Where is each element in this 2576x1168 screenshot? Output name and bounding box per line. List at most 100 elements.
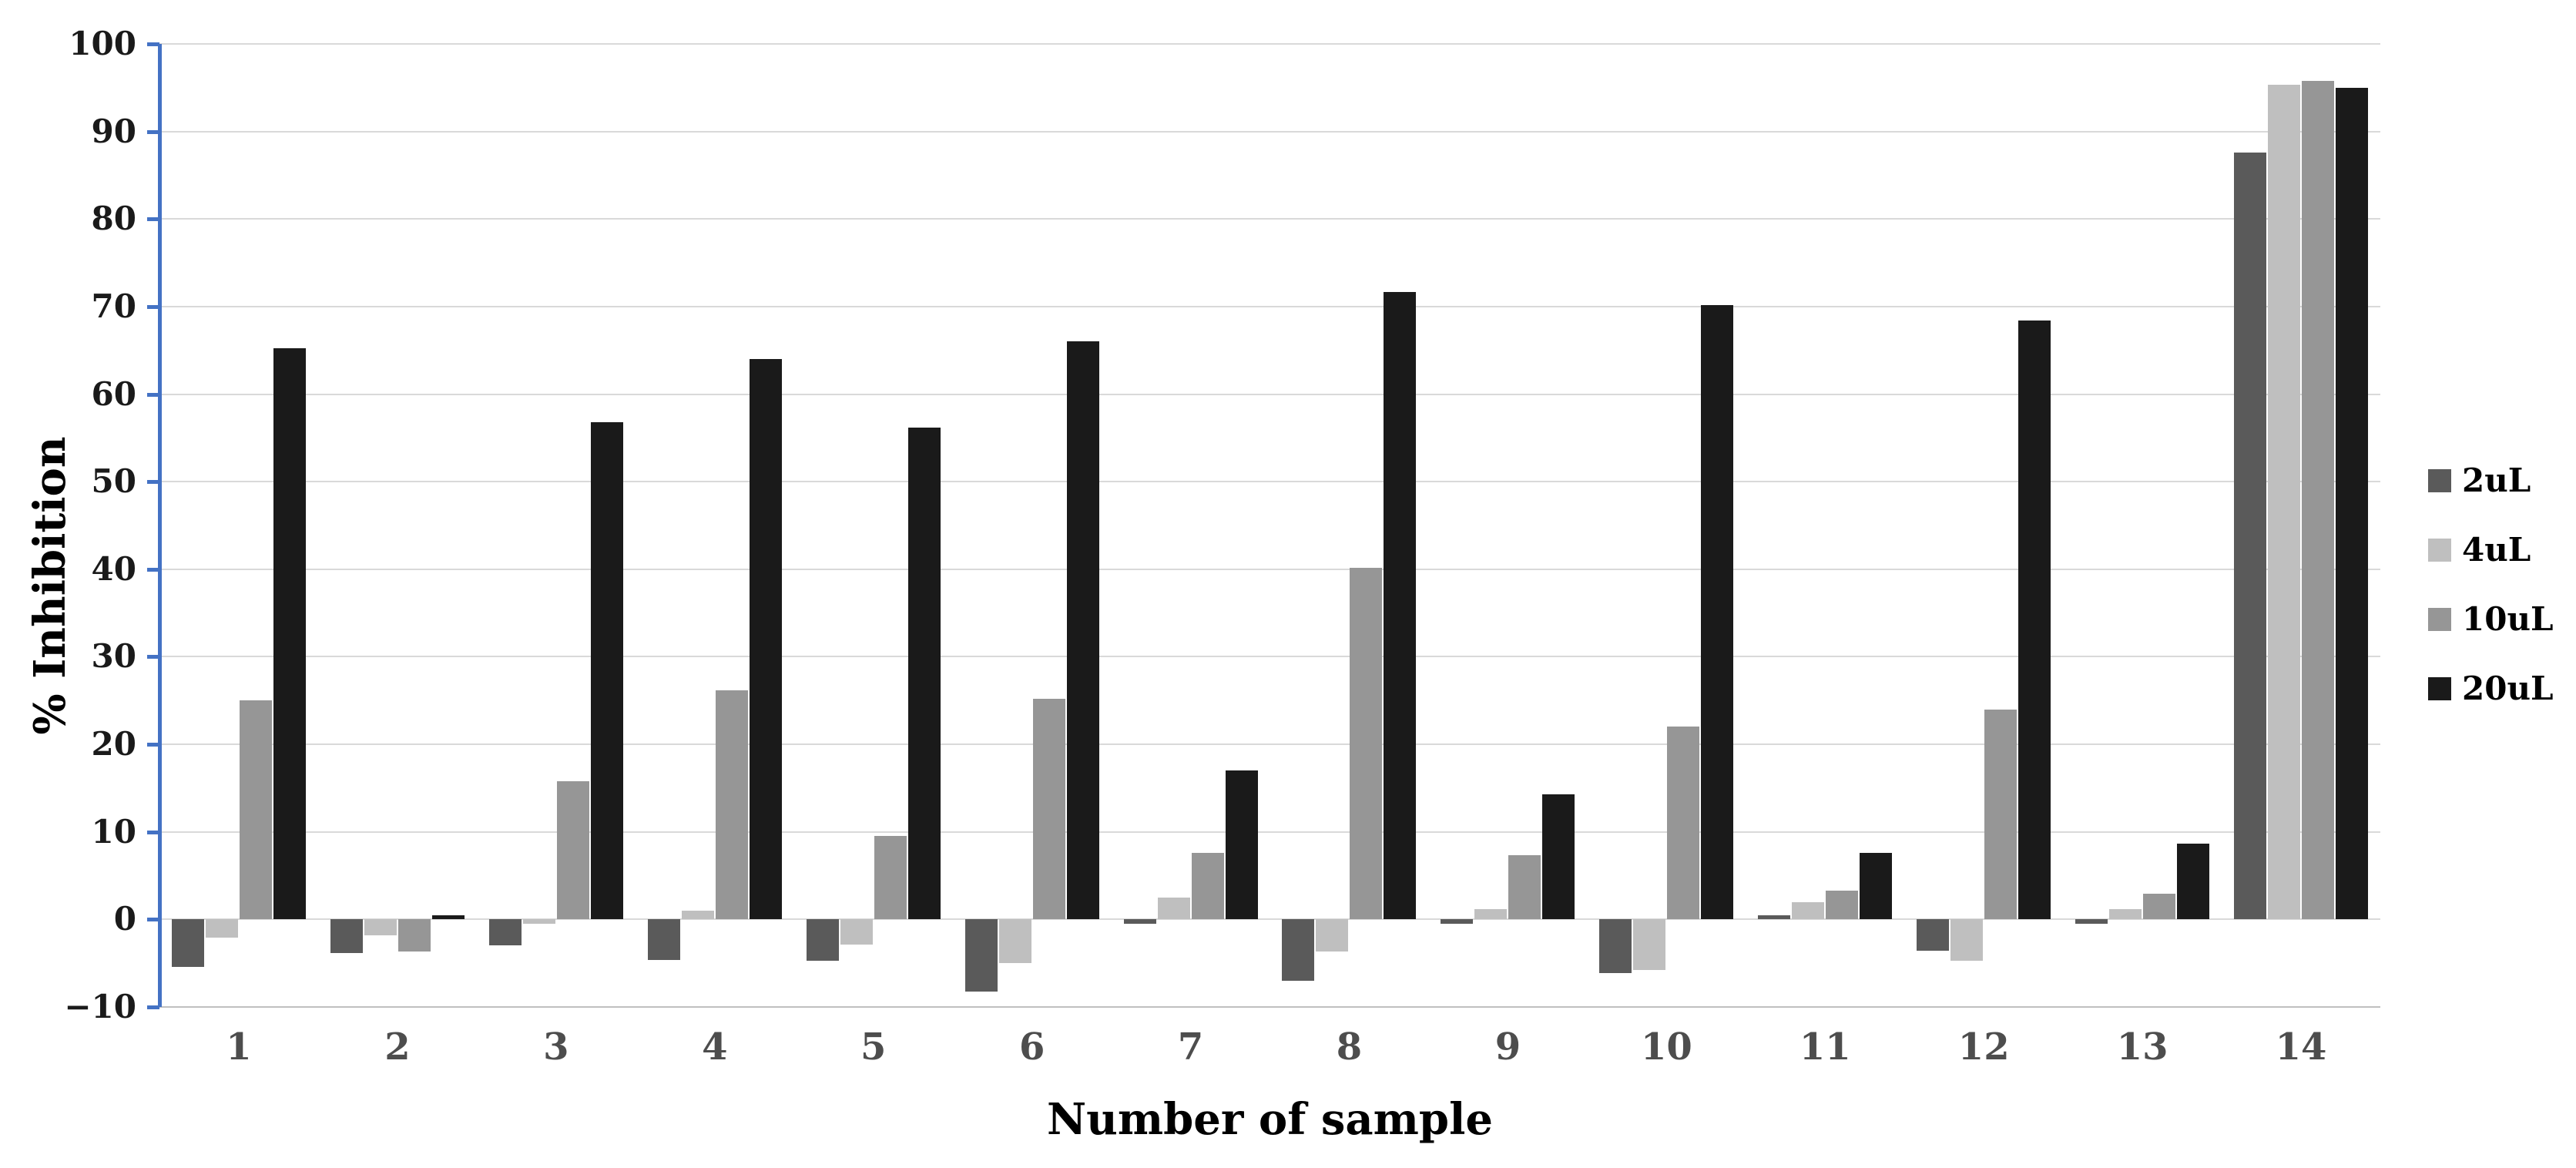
bar-sample-10-2uL (1599, 919, 1632, 973)
bar-sample-9-20uL (1542, 794, 1575, 920)
gridline-y-30 (159, 656, 2380, 658)
bar-sample-12-2uL (1917, 919, 1950, 952)
bar-sample-11-4uL (1792, 901, 1825, 920)
bar-sample-2-2uL (330, 919, 363, 953)
gridline-y-100 (159, 43, 2380, 45)
x-category-label-10: 10 (1640, 1025, 1692, 1069)
bar-sample-8-2uL (1282, 919, 1315, 981)
x-category-label-9: 9 (1494, 1025, 1521, 1069)
gridline-y--10 (159, 1006, 2380, 1008)
y-tick-label-80: 80 (91, 200, 136, 238)
bar-sample-12-20uL (2018, 321, 2051, 920)
x-category-label-1: 1 (226, 1025, 252, 1069)
bar-sample-14-2uL (2234, 152, 2267, 920)
legend-item-20uL: 20uL (2428, 672, 2554, 706)
bar-sample-11-2uL (1758, 915, 1791, 920)
bar-sample-7-4uL (1157, 897, 1190, 920)
bar-sample-11-20uL (1860, 853, 1893, 920)
bar-sample-4-4uL (681, 911, 714, 920)
x-axis-title: Number of sample (1046, 1094, 1493, 1145)
bar-sample-7-20uL (1225, 770, 1258, 920)
bar-sample-7-2uL (1123, 919, 1156, 925)
bar-sample-13-2uL (2075, 919, 2108, 925)
y-axis-tick (147, 129, 159, 134)
gridline-y-0 (159, 918, 2380, 921)
bar-sample-1-10uL (239, 700, 272, 920)
bar-sample-2-20uL (431, 915, 465, 920)
bar-sample-3-2uL (488, 919, 522, 946)
bar-sample-5-20uL (907, 427, 941, 920)
y-axis-tick (147, 217, 159, 222)
y-axis-tick (147, 304, 159, 309)
legend-item-2uL: 2uL (2428, 464, 2531, 498)
legend-label: 4uL (2462, 531, 2531, 569)
y-tick-label-10: 10 (91, 812, 136, 851)
gridline-y-90 (159, 130, 2380, 133)
y-axis-tick (147, 480, 159, 485)
x-category-label-14: 14 (2275, 1025, 2327, 1069)
bar-sample-13-20uL (2177, 843, 2210, 920)
x-category-label-3: 3 (543, 1025, 569, 1069)
gridline-y-70 (159, 305, 2380, 307)
bar-sample-10-20uL (1701, 304, 1734, 920)
bar-sample-2-10uL (397, 919, 431, 952)
bar-sample-13-10uL (2143, 894, 2176, 920)
bar-sample-2-4uL (364, 919, 397, 935)
y-tick-label-40: 40 (91, 549, 136, 588)
bar-sample-5-4uL (840, 919, 873, 945)
bar-sample-9-2uL (1441, 919, 1474, 925)
bar-sample-8-4uL (1316, 919, 1349, 952)
y-tick-label-70: 70 (91, 287, 136, 325)
y-tick-label-100: 100 (69, 25, 136, 62)
bar-sample-4-10uL (715, 690, 748, 920)
gridline-y-20 (159, 743, 2380, 746)
bar-sample-12-4uL (1950, 919, 1984, 961)
bar-sample-4-2uL (647, 919, 680, 960)
bar-sample-1-2uL (171, 919, 204, 967)
bar-sample-14-4uL (2268, 85, 2301, 920)
legend-item-10uL: 10uL (2428, 602, 2554, 636)
bar-sample-3-10uL (556, 780, 589, 920)
x-category-label-2: 2 (384, 1025, 411, 1069)
bar-sample-6-2uL (964, 919, 998, 992)
bar-sample-14-20uL (2336, 87, 2369, 920)
y-axis-line (158, 44, 162, 1007)
y-tick-label-50: 50 (91, 462, 136, 501)
y-tick-label-30: 30 (91, 637, 136, 676)
bar-sample-7-10uL (1191, 853, 1224, 920)
bar-sample-6-4uL (998, 919, 1031, 964)
y-tick-label-20: 20 (91, 725, 136, 764)
bar-sample-10-4uL (1633, 919, 1666, 971)
bar-sample-10-10uL (1667, 727, 1700, 920)
x-category-label-6: 6 (1018, 1025, 1045, 1069)
y-axis-tick (147, 830, 159, 834)
legend-swatch-icon (2428, 469, 2451, 492)
x-category-label-7: 7 (1177, 1025, 1204, 1069)
y-axis-tick (147, 392, 159, 397)
legend-item-4uL: 4uL (2428, 533, 2531, 567)
bar-sample-13-4uL (2109, 908, 2142, 920)
bar-sample-6-20uL (1066, 341, 1099, 920)
gridline-y-10 (159, 831, 2380, 833)
bar-sample-8-20uL (1384, 291, 1417, 920)
bar-sample-3-4uL (522, 919, 555, 925)
bar-sample-1-20uL (273, 348, 306, 920)
legend-label: 2uL (2462, 461, 2531, 499)
bar-sample-11-10uL (1826, 890, 1859, 920)
y-axis-tick (147, 1005, 159, 1009)
y-tick-label-90: 90 (91, 112, 136, 150)
x-category-label-8: 8 (1336, 1025, 1363, 1069)
bar-sample-3-20uL (590, 421, 623, 920)
plot-area: 100 90 80 70 60 50 40 30 20 10 0 −10 1 2 3 4 5 6 7 8 9 10 11 12… (64, 28, 2380, 1066)
y-axis-tick (147, 655, 159, 660)
bar-sample-4-20uL (749, 359, 782, 920)
y-tick-label--10: −10 (64, 988, 136, 1025)
gridline-y-40 (159, 568, 2380, 570)
y-axis-tick (147, 743, 159, 747)
bar-sample-5-2uL (806, 919, 839, 961)
legend-swatch-icon (2428, 608, 2451, 631)
y-axis-tick (147, 918, 159, 922)
x-category-label-11: 11 (1799, 1025, 1851, 1069)
legend-label: 20uL (2462, 670, 2554, 707)
